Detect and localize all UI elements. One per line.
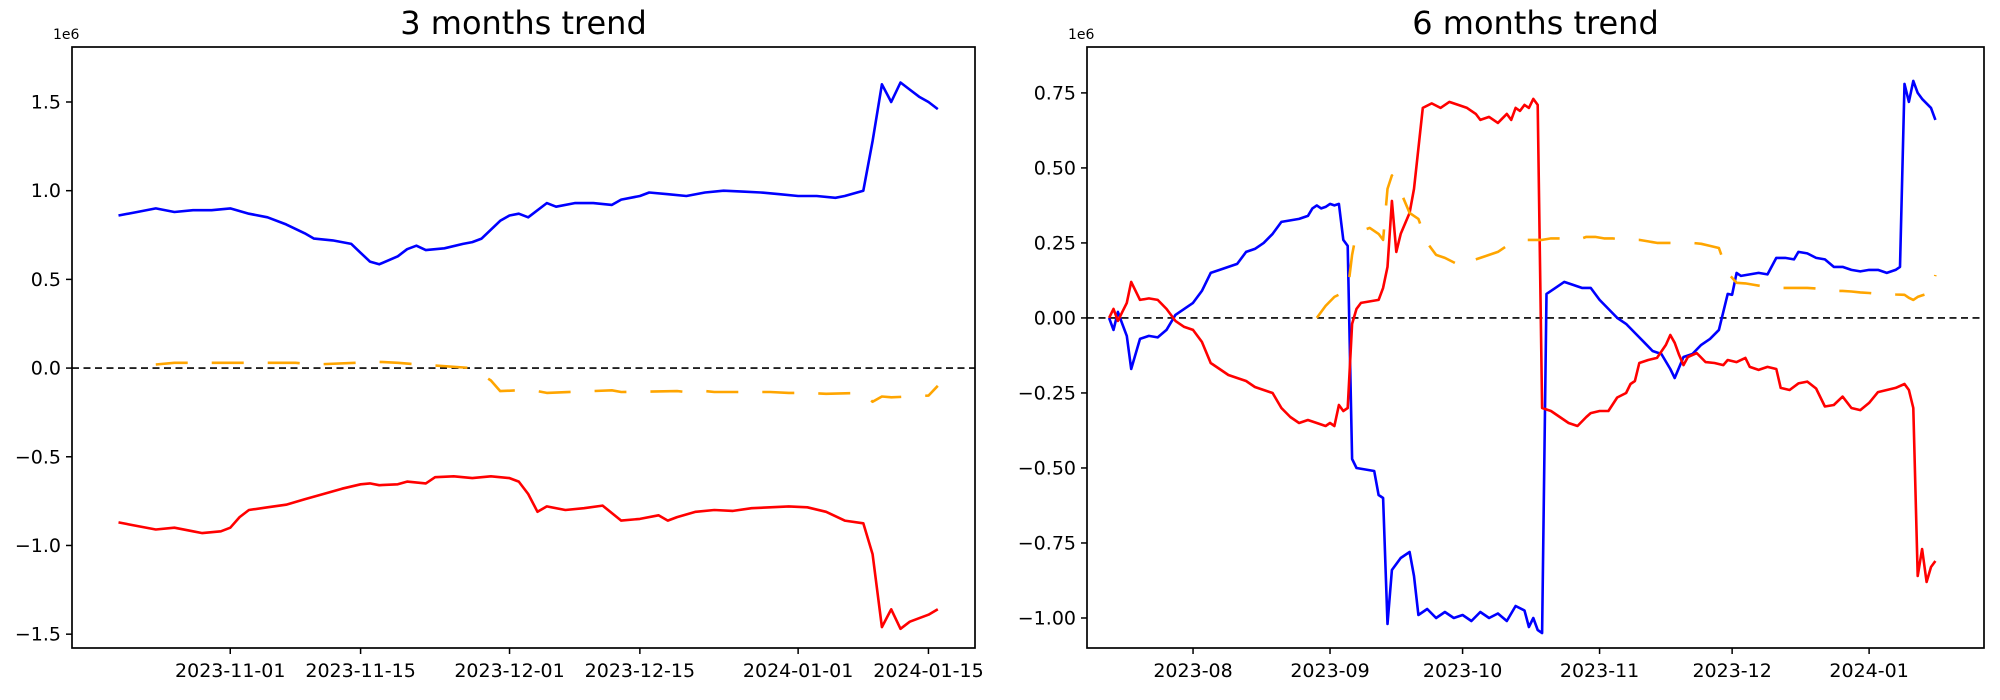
y-axis-offset-label: 1e6 <box>53 27 80 43</box>
chart-title: 6 months trend <box>1412 4 1659 42</box>
x-tick-label: 2023-12 <box>1692 660 1771 682</box>
chart-title: 3 months trend <box>400 4 647 42</box>
x-tick-label: 2023-09 <box>1290 660 1369 682</box>
y-tick-label: −1.0 <box>15 535 61 557</box>
y-tick-label: 0.25 <box>1034 232 1076 254</box>
chart-6-months-trend: 2023-08 2023-09 2023-10 2023-11 2023-12 2024-… <box>1000 0 2000 700</box>
y-tick-label: 0.00 <box>1034 307 1076 329</box>
y-axis-offset-label: 1e6 <box>1068 27 1095 43</box>
red-line <box>1107 97 1937 584</box>
y-tick-label: 0.50 <box>1034 157 1076 179</box>
y-tick-label: −1.00 <box>1018 607 1076 629</box>
x-tick-label: 2023-11-01 <box>175 660 285 682</box>
blue-line <box>118 81 939 266</box>
y-tick-label: 1.5 <box>31 91 61 113</box>
y-tick-label: −1.5 <box>15 624 61 646</box>
x-tick-label: 2023-12-15 <box>585 660 695 682</box>
y-tick-label: −0.5 <box>15 446 61 468</box>
red-line <box>118 474 939 631</box>
chart-6-months-svg: 2023-08 2023-09 2023-10 2023-11 2023-12 2024-… <box>1018 4 1985 682</box>
axes-spines <box>71 46 976 649</box>
x-tick-label: 2023-11 <box>1560 660 1639 682</box>
axes-spines <box>1086 46 1985 649</box>
x-tick-label: 2023-10 <box>1423 660 1502 682</box>
x-tick-label: 2023-11-15 <box>305 660 415 682</box>
x-tick-label: 2024-01-15 <box>873 660 983 682</box>
x-tick-label: 2024-01 <box>1829 660 1908 682</box>
y-tick-label: 0.75 <box>1034 82 1076 104</box>
orange-line <box>1315 174 1937 319</box>
x-tick-label: 2023-12-01 <box>454 660 564 682</box>
y-tick-label: 0.0 <box>31 358 61 380</box>
y-tick-label: −0.25 <box>1018 382 1076 404</box>
y-tick-label: 0.5 <box>31 269 61 291</box>
blue-line <box>1107 79 1937 635</box>
orange-line <box>155 360 939 404</box>
chart-3-months-trend: 2023-11-01 2023-11-15 2023-12-01 2023-12-15… <box>15 4 984 682</box>
y-tick-label: −0.50 <box>1018 457 1076 479</box>
x-tick-label: 2024-01-01 <box>743 660 853 682</box>
y-tick-label: 1.0 <box>31 180 61 202</box>
y-tick-label: −0.75 <box>1018 532 1076 554</box>
x-tick-label: 2023-08 <box>1153 660 1232 682</box>
chart-3-months-svg: 2023-11-01 2023-11-15 2023-12-01 2023-12-15… <box>15 4 984 682</box>
